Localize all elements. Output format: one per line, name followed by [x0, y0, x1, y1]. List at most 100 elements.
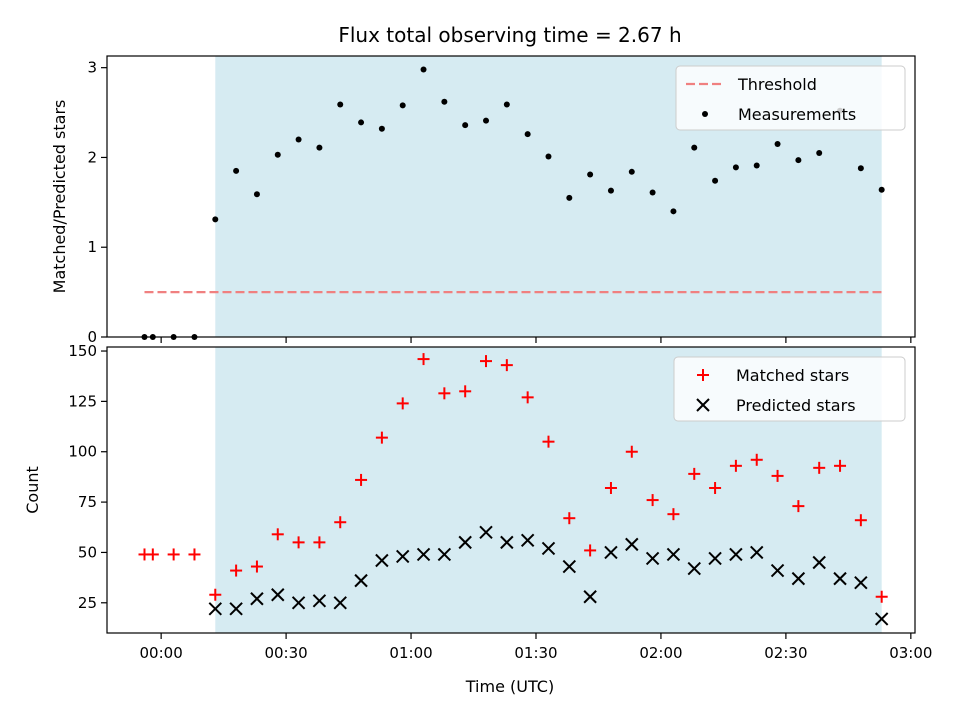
x-marker-stroke [791, 571, 806, 586]
predicted-star-point [854, 575, 868, 590]
matched-star-point [521, 391, 534, 404]
matched-star-point [209, 588, 222, 601]
measurement-point [649, 189, 656, 196]
x-tick-label: 03:00 [889, 644, 932, 662]
x-marker-stroke [396, 549, 410, 564]
measurement-point [420, 66, 427, 73]
predicted-star-point [333, 596, 347, 610]
x-marker-stroke [229, 602, 243, 616]
predicted-star-point [541, 541, 556, 556]
predicted-star-point [375, 553, 389, 568]
matched-star-point [146, 548, 159, 561]
x-tick-label: 02:30 [764, 644, 807, 662]
measurement-point [753, 162, 760, 169]
x-marker-stroke [250, 592, 264, 606]
chart-title: Flux total observing time = 2.67 h [338, 23, 681, 47]
measurement-point [878, 186, 885, 193]
x-marker-stroke [479, 525, 493, 540]
legend-label: Measurements [738, 105, 856, 124]
matched-star-point [625, 445, 638, 458]
predicted-star-point [750, 545, 764, 560]
matched-star-point [500, 359, 513, 372]
predicted-star-point [770, 563, 785, 578]
y-tick-label: 2 [87, 148, 97, 166]
x-marker-stroke [750, 545, 764, 560]
matched-star-point [355, 473, 368, 486]
x-marker-stroke [604, 545, 618, 560]
predicted-star-point [583, 590, 597, 604]
predicted-star-point [687, 561, 701, 576]
y-tick-label: 75 [78, 493, 97, 511]
x-marker-stroke [770, 563, 785, 578]
matched-star-point [646, 494, 659, 507]
legend-predicted-swatch-b [696, 398, 710, 412]
measurement-point [316, 144, 323, 151]
x-tick-label: 02:00 [639, 644, 682, 662]
x-marker-stroke [541, 541, 556, 556]
x-marker-stroke [312, 594, 327, 608]
measurement-point [816, 149, 823, 156]
x-marker-stroke [416, 547, 431, 562]
predicted-star-point [645, 551, 660, 566]
predicted-star-point [229, 602, 243, 616]
matched-star-point [584, 544, 597, 557]
matched-star-point [230, 564, 243, 577]
measurement-point [587, 171, 594, 178]
measurement-point [274, 151, 281, 158]
y-tick-label: 1 [87, 238, 97, 256]
measurement-point [358, 119, 365, 126]
measurement-point [295, 136, 302, 143]
measurement-point [774, 140, 781, 147]
matched-star-point [875, 590, 888, 603]
predicted-star-point [708, 551, 722, 566]
matched-star-point [750, 453, 763, 466]
matched-star-point [188, 548, 201, 561]
predicted-star-point [312, 594, 327, 608]
measurement-point [503, 101, 510, 108]
predicted-star-point [604, 545, 618, 560]
matched-star-point [688, 467, 701, 480]
measurement-point [441, 98, 448, 105]
measurement-point [607, 187, 614, 194]
matched-star-point [459, 385, 472, 398]
matched-star-point [854, 514, 867, 527]
predicted-star-point [791, 571, 806, 586]
predicted-star-point [666, 547, 681, 562]
predicted-star-point [479, 525, 493, 540]
x-marker-stroke [291, 596, 306, 610]
x-marker-stroke [625, 537, 639, 552]
predicted-star-point [291, 596, 306, 610]
predicted-star-point [625, 537, 639, 552]
x-marker-stroke [458, 535, 472, 550]
y-tick-label: 125 [68, 392, 97, 410]
measurement-point [795, 157, 802, 164]
measurement-point [566, 194, 573, 201]
x-marker-stroke [208, 602, 222, 616]
x-marker-stroke [437, 547, 452, 562]
measurement-point [545, 153, 552, 160]
matched-star-point [417, 353, 430, 366]
legend-box [673, 356, 906, 422]
matched-star-point [292, 536, 305, 549]
matched-star-point [542, 435, 555, 448]
x-tick-label: 00:30 [264, 644, 307, 662]
legend-box [675, 65, 906, 131]
predicted-star-point [812, 555, 826, 570]
predicted-star-point [500, 535, 514, 550]
x-marker-stroke [645, 551, 660, 566]
x-marker-stroke [687, 561, 701, 576]
y-tick-label: 3 [87, 59, 97, 77]
predicted-star-point [396, 549, 410, 564]
x-marker-stroke [333, 596, 347, 610]
x-marker-stroke [666, 547, 681, 562]
measurement-point [732, 164, 739, 171]
matched-star-point [334, 516, 347, 529]
x-marker-stroke [562, 559, 577, 574]
x-axis-label: Time (UTC) [465, 677, 554, 696]
predicted-star-point [520, 533, 535, 548]
measurement-point [399, 102, 406, 109]
x-marker-stroke [375, 553, 389, 568]
predicted-star-point [562, 559, 577, 574]
x-tick-label: 01:30 [514, 644, 557, 662]
measurement-point [378, 125, 385, 132]
